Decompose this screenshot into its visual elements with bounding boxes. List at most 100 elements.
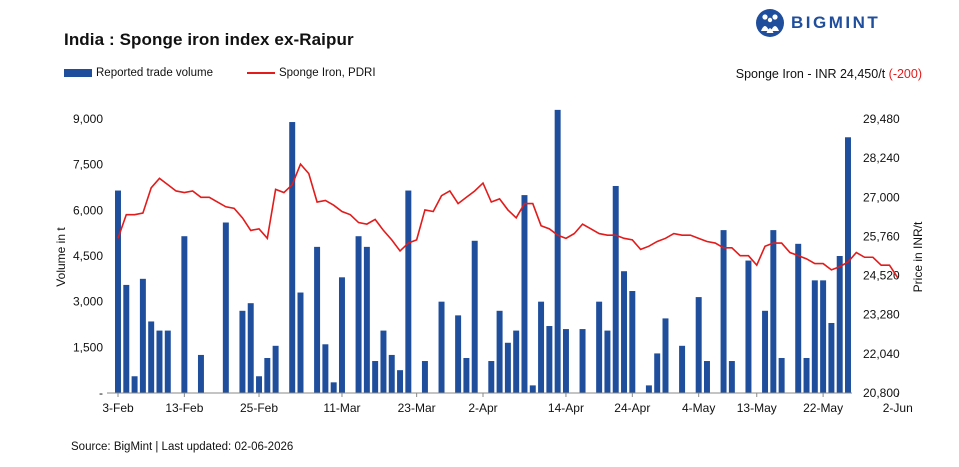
volume-bar xyxy=(115,190,121,393)
volume-bar xyxy=(123,284,130,393)
x-tick-label: 11-Mar xyxy=(323,401,360,415)
brand-logo: BIGMINT xyxy=(755,8,880,38)
volume-bar xyxy=(314,246,321,393)
volume-bar xyxy=(438,301,445,393)
volume-bar xyxy=(513,330,520,393)
volume-bar xyxy=(803,357,810,393)
volume-bar xyxy=(521,195,528,393)
volume-bar xyxy=(239,310,246,393)
y-tick-label: 7,500 xyxy=(73,158,103,172)
bar-series xyxy=(115,109,851,394)
volume-bar xyxy=(463,357,470,393)
x-tick-label: 3-Feb xyxy=(102,401,134,415)
volume-bar xyxy=(222,222,229,393)
volume-bar xyxy=(811,280,818,393)
volume-bar xyxy=(820,280,827,393)
volume-bar xyxy=(629,291,636,393)
volume-bar xyxy=(795,243,802,393)
y-tick-label: 3,000 xyxy=(73,295,103,309)
volume-bar xyxy=(380,330,387,393)
y2-tick-label: 23,280 xyxy=(863,308,900,322)
y2-tick-label: 29,480 xyxy=(863,112,900,126)
volume-bar xyxy=(289,122,296,393)
volume-bar xyxy=(770,230,777,393)
x-tick-label: 2-Apr xyxy=(468,401,497,415)
price-change: (-200) xyxy=(888,67,922,81)
volume-bar xyxy=(297,292,304,393)
volume-bar xyxy=(256,376,263,393)
legend-label-price: Sponge Iron, PDRI xyxy=(278,67,376,79)
volume-bar xyxy=(455,315,462,393)
x-tick-label: 4-May xyxy=(682,401,715,415)
x-tick-label: 23-Mar xyxy=(398,401,436,415)
volume-bar xyxy=(612,185,619,393)
chart-title: India : Sponge iron index ex-Raipur xyxy=(64,30,354,49)
y-tick-label: 6,000 xyxy=(73,203,103,217)
volume-bar xyxy=(836,256,843,393)
x-tick-label: 2-Jun xyxy=(883,401,913,415)
price-summary-text: Sponge Iron - INR 24,450/t xyxy=(735,67,886,81)
volume-bar xyxy=(596,301,603,393)
people-logo-icon xyxy=(756,9,784,37)
y2-tick-label: 20,800 xyxy=(863,386,900,400)
volume-bar xyxy=(421,361,428,393)
volume-bar xyxy=(405,190,412,393)
x-axis-ticks: 3-Feb 13-Feb 25-Feb 11-Mar 23-Mar 2-Apr 14-Apr… xyxy=(102,393,913,415)
price-summary: Sponge Iron - INR 24,450/t (-200) xyxy=(736,67,922,81)
volume-bar xyxy=(828,322,835,393)
volume-bar xyxy=(679,345,686,393)
price-line xyxy=(117,162,899,279)
volume-bar xyxy=(662,318,669,393)
volume-bar xyxy=(322,344,329,393)
volume-bar xyxy=(645,385,652,393)
volume-bar xyxy=(762,310,769,393)
volume-bar xyxy=(720,230,727,393)
volume-bar xyxy=(355,236,362,393)
volume-bar xyxy=(488,361,495,393)
volume-bar xyxy=(272,345,279,393)
y-axis-title: Volume in t xyxy=(54,227,68,287)
volume-bar xyxy=(131,376,138,393)
y2-tick-label: 28,240 xyxy=(863,151,900,165)
x-tick-label: 25-Feb xyxy=(240,401,278,415)
volume-bar xyxy=(538,301,545,393)
volume-bar xyxy=(504,342,511,393)
volume-bar xyxy=(164,330,171,393)
volume-bar xyxy=(728,361,735,393)
legend-item-price: Sponge Iron, PDRI xyxy=(246,67,376,79)
volume-bar xyxy=(654,353,661,393)
volume-bar xyxy=(745,260,752,393)
y2-axis-ticks: 20,800 22,040 23,280 24,520 25,760 27,000 28,2… xyxy=(863,112,900,400)
y-tick-label: 4,500 xyxy=(73,249,103,263)
y2-axis-title: Price in INR/t xyxy=(911,221,925,292)
volume-bar xyxy=(554,109,561,394)
legend-swatch-bar xyxy=(64,69,92,77)
volume-bar xyxy=(264,357,271,393)
volume-bar xyxy=(496,310,503,393)
volume-bar xyxy=(247,303,254,393)
volume-bar xyxy=(197,354,204,393)
volume-bar xyxy=(148,321,155,393)
volume-bar xyxy=(845,137,851,393)
volume-bar xyxy=(471,240,478,393)
y-tick-label: 9,000 xyxy=(73,112,103,126)
x-tick-label: 24-Apr xyxy=(614,401,650,415)
source-note: Source: BigMint | Last updated: 02-06-20… xyxy=(71,441,294,453)
volume-bar xyxy=(397,370,404,393)
volume-bar xyxy=(546,326,553,393)
volume-bar xyxy=(156,330,163,393)
volume-bar xyxy=(778,357,785,393)
volume-bar xyxy=(372,361,379,393)
volume-bar xyxy=(579,329,586,393)
y2-tick-label: 27,000 xyxy=(863,190,900,204)
y-tick-label: 1,500 xyxy=(73,340,103,354)
legend-label-volume: Reported trade volume xyxy=(96,67,213,79)
legend: Reported trade volume Sponge Iron, PDRI xyxy=(64,67,410,79)
volume-bar xyxy=(529,385,536,393)
volume-bar xyxy=(695,297,702,393)
volume-bar xyxy=(181,236,188,393)
y2-tick-label: 24,520 xyxy=(863,269,900,283)
volume-bar xyxy=(363,246,370,393)
legend-item-volume: Reported trade volume xyxy=(64,67,213,79)
